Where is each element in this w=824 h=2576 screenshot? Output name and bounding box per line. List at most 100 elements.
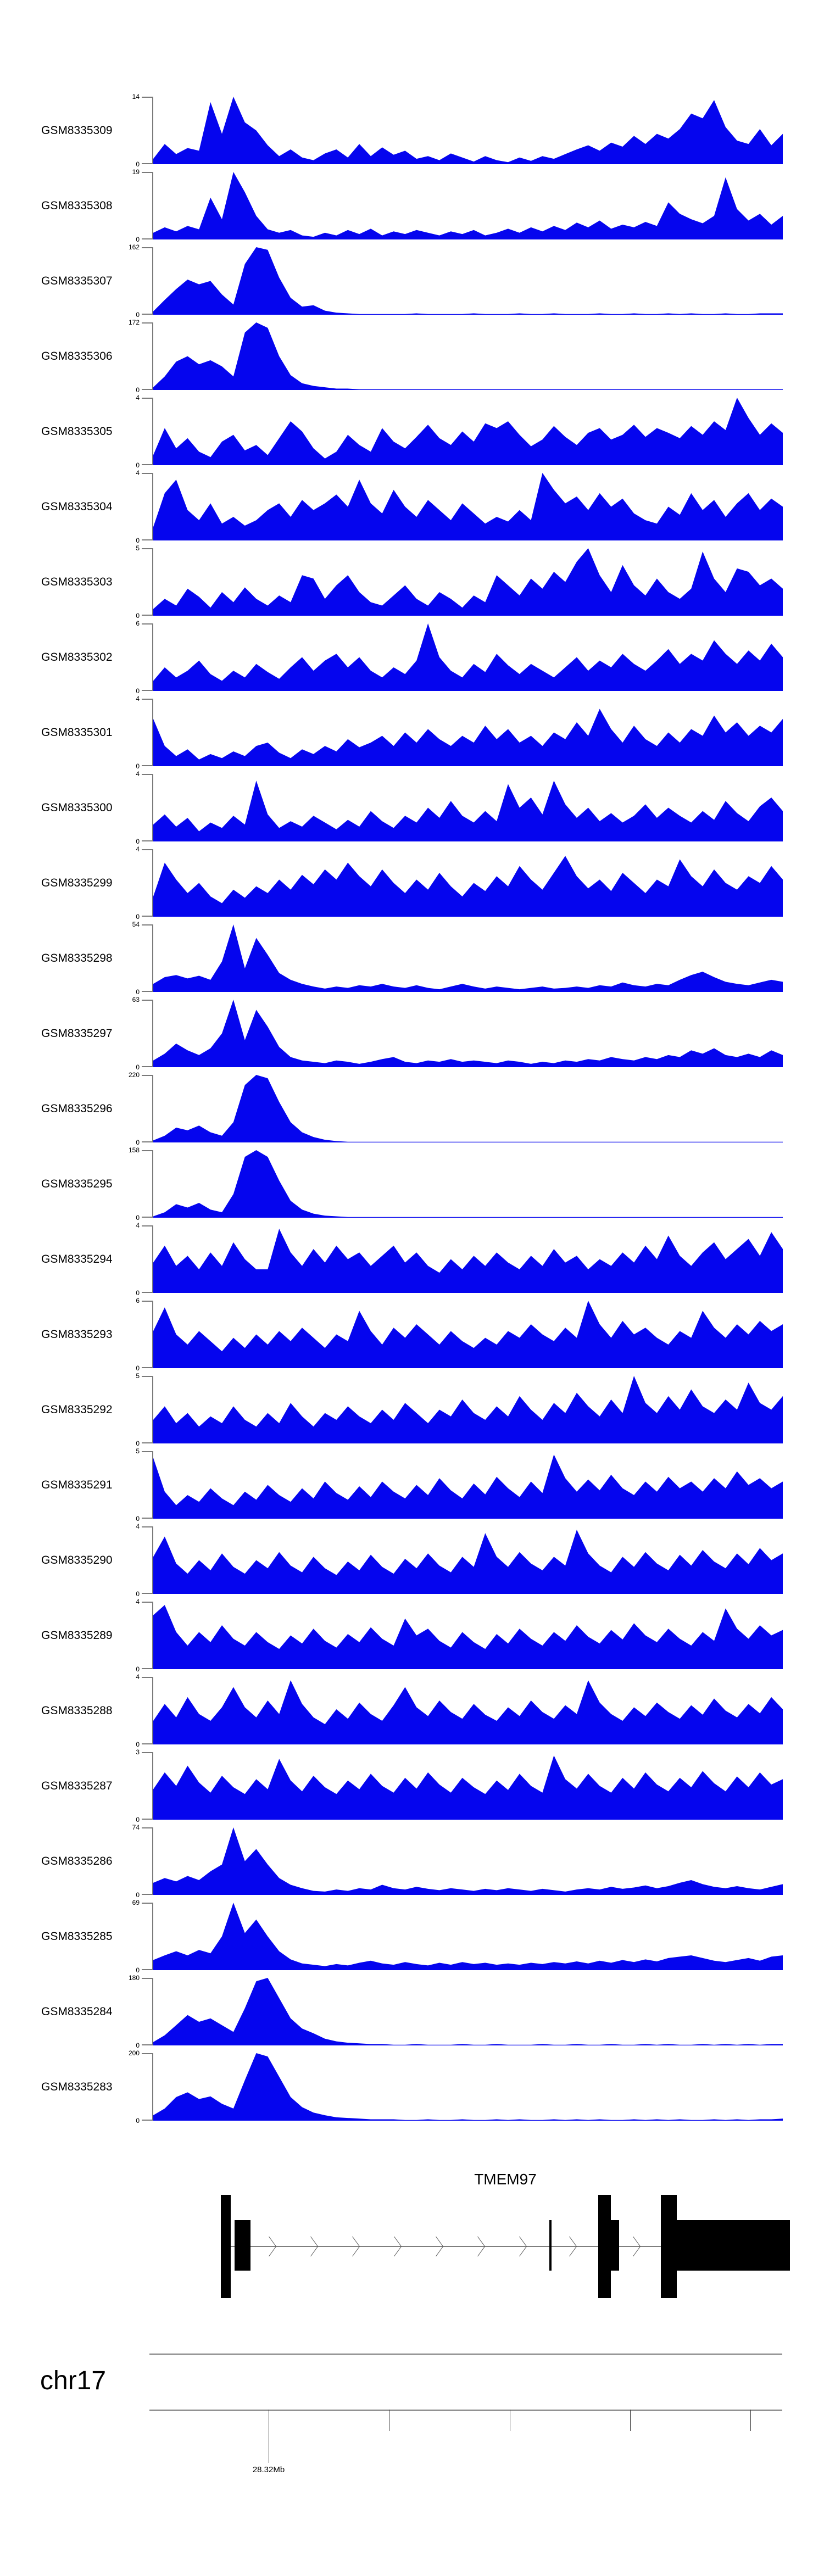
signal-polygon — [153, 172, 783, 239]
track-ymax-label: 6 — [136, 1297, 140, 1304]
track-yaxis-top-tick — [142, 2053, 153, 2054]
gene-name-label: TMEM97 — [474, 2171, 537, 2188]
track-row-GSM8335295: GSM8335295 158 0 — [0, 1146, 824, 1222]
coverage-signal-area — [153, 473, 783, 540]
signal-polygon — [153, 1755, 783, 1820]
strand-direction-chevron-icon — [519, 2236, 527, 2257]
strand-direction-chevron-icon — [394, 2236, 402, 2257]
track-ymin-label: 0 — [136, 461, 140, 469]
axis-position-label: 28.32Mb — [252, 2465, 285, 2474]
track-yaxis-top-tick — [142, 699, 153, 700]
coverage-signal-area — [153, 1903, 783, 1970]
track-sample-label: GSM8335284 — [41, 2005, 113, 2018]
axis-tick — [750, 2410, 751, 2431]
track-sample-label: GSM8335297 — [41, 1027, 113, 1040]
track-row-GSM8335284: GSM8335284 180 0 — [0, 1974, 824, 2049]
coverage-signal-area — [153, 780, 783, 841]
track-yaxis-top-tick — [142, 1752, 153, 1753]
track-yaxis-line — [152, 398, 153, 465]
track-sample-label: GSM8335305 — [41, 425, 113, 438]
track-ymax-label: 6 — [136, 620, 140, 627]
track-sample-label: GSM8335308 — [41, 199, 113, 212]
coverage-signal-area — [153, 2053, 783, 2121]
track-ymax-label: 162 — [128, 243, 140, 251]
track-sample-label: GSM8335292 — [41, 1403, 113, 1416]
axis-tick — [630, 2410, 631, 2431]
coverage-signal-area — [153, 1827, 783, 1895]
track-yaxis-line — [152, 774, 153, 841]
exon-box — [598, 2195, 611, 2298]
track-ymax-label: 172 — [128, 319, 140, 326]
exon-box — [611, 2220, 619, 2271]
track-yaxis-line — [152, 924, 153, 992]
track-ymax-label: 4 — [136, 695, 140, 702]
track-yaxis-top-tick — [142, 1903, 153, 1904]
track-yaxis-top-tick — [142, 247, 153, 248]
track-ymin-label: 0 — [136, 1063, 140, 1071]
track-yaxis-top-tick — [142, 1150, 153, 1151]
track-yaxis-bottom-tick — [142, 1668, 153, 1669]
track-yaxis-top-tick — [142, 1225, 153, 1226]
exon-box — [221, 2195, 231, 2298]
track-sample-label: GSM8335287 — [41, 1779, 113, 1792]
coverage-signal-area — [153, 97, 783, 164]
track-row-GSM8335298: GSM8335298 54 0 — [0, 921, 824, 996]
axis-line-bottom — [149, 2410, 782, 2411]
track-row-GSM8335285: GSM8335285 69 0 — [0, 1899, 824, 1974]
track-ymax-label: 200 — [128, 2049, 140, 2057]
track-yaxis-line — [152, 1000, 153, 1067]
track-yaxis-line — [152, 699, 153, 766]
track-sample-label: GSM8335283 — [41, 2080, 113, 2093]
track-ymin-label: 0 — [136, 537, 140, 544]
track-ymax-label: 5 — [136, 1447, 140, 1455]
track-row-GSM8335307: GSM8335307 162 0 — [0, 243, 824, 319]
track-yaxis-line — [152, 1301, 153, 1368]
coverage-signal-area — [153, 1605, 783, 1669]
track-yaxis-bottom-tick — [142, 1894, 153, 1895]
track-yaxis-bottom-tick — [142, 539, 153, 540]
track-yaxis-line — [152, 1903, 153, 1970]
track-sample-label: GSM8335300 — [41, 801, 113, 814]
track-yaxis-top-tick — [142, 1827, 153, 1828]
axis-line-top — [149, 2354, 782, 2355]
track-yaxis-line — [152, 1978, 153, 2045]
track-yaxis-top-tick — [142, 1602, 153, 1603]
track-ymin-label: 0 — [136, 386, 140, 394]
signal-polygon — [153, 1978, 783, 2045]
track-ymax-label: 74 — [132, 1824, 140, 1831]
coverage-signal-area — [153, 1075, 783, 1142]
track-row-GSM8335297: GSM8335297 63 0 — [0, 996, 824, 1071]
track-ymin-label: 0 — [136, 988, 140, 996]
signal-polygon — [153, 1903, 783, 1970]
track-yaxis-top-tick — [142, 1978, 153, 1979]
track-yaxis-bottom-tick — [142, 238, 153, 239]
track-row-GSM8335306: GSM8335306 172 0 — [0, 319, 824, 394]
track-ymin-label: 0 — [136, 1590, 140, 1598]
track-ymax-label: 4 — [136, 770, 140, 778]
track-yaxis-bottom-tick — [142, 1217, 153, 1218]
exon-box — [677, 2220, 790, 2271]
track-yaxis-bottom-tick — [142, 1518, 153, 1519]
track-row-GSM8335286: GSM8335286 74 0 — [0, 1824, 824, 1899]
track-ymin-label: 0 — [136, 1289, 140, 1297]
track-row-GSM8335303: GSM8335303 5 0 — [0, 544, 824, 620]
track-yaxis-line — [152, 1752, 153, 1820]
track-yaxis-top-tick — [142, 1075, 153, 1076]
track-ymin-label: 0 — [136, 1214, 140, 1222]
track-yaxis-bottom-tick — [142, 2044, 153, 2045]
coverage-signal-area — [153, 1755, 783, 1820]
track-row-GSM8335309: GSM8335309 14 0 — [0, 93, 824, 168]
track-ymax-label: 54 — [132, 921, 140, 928]
track-ymax-label: 19 — [132, 168, 140, 176]
signal-polygon — [153, 398, 783, 465]
track-ymin-label: 0 — [136, 236, 140, 243]
track-ymin-label: 0 — [136, 1891, 140, 1899]
track-yaxis-line — [152, 2053, 153, 2121]
track-yaxis-line — [152, 172, 153, 239]
track-yaxis-line — [152, 1376, 153, 1443]
track-ymax-label: 3 — [136, 1748, 140, 1756]
track-ymax-label: 180 — [128, 1974, 140, 1982]
strand-direction-chevron-icon — [569, 2236, 577, 2257]
signal-polygon — [153, 1075, 783, 1142]
